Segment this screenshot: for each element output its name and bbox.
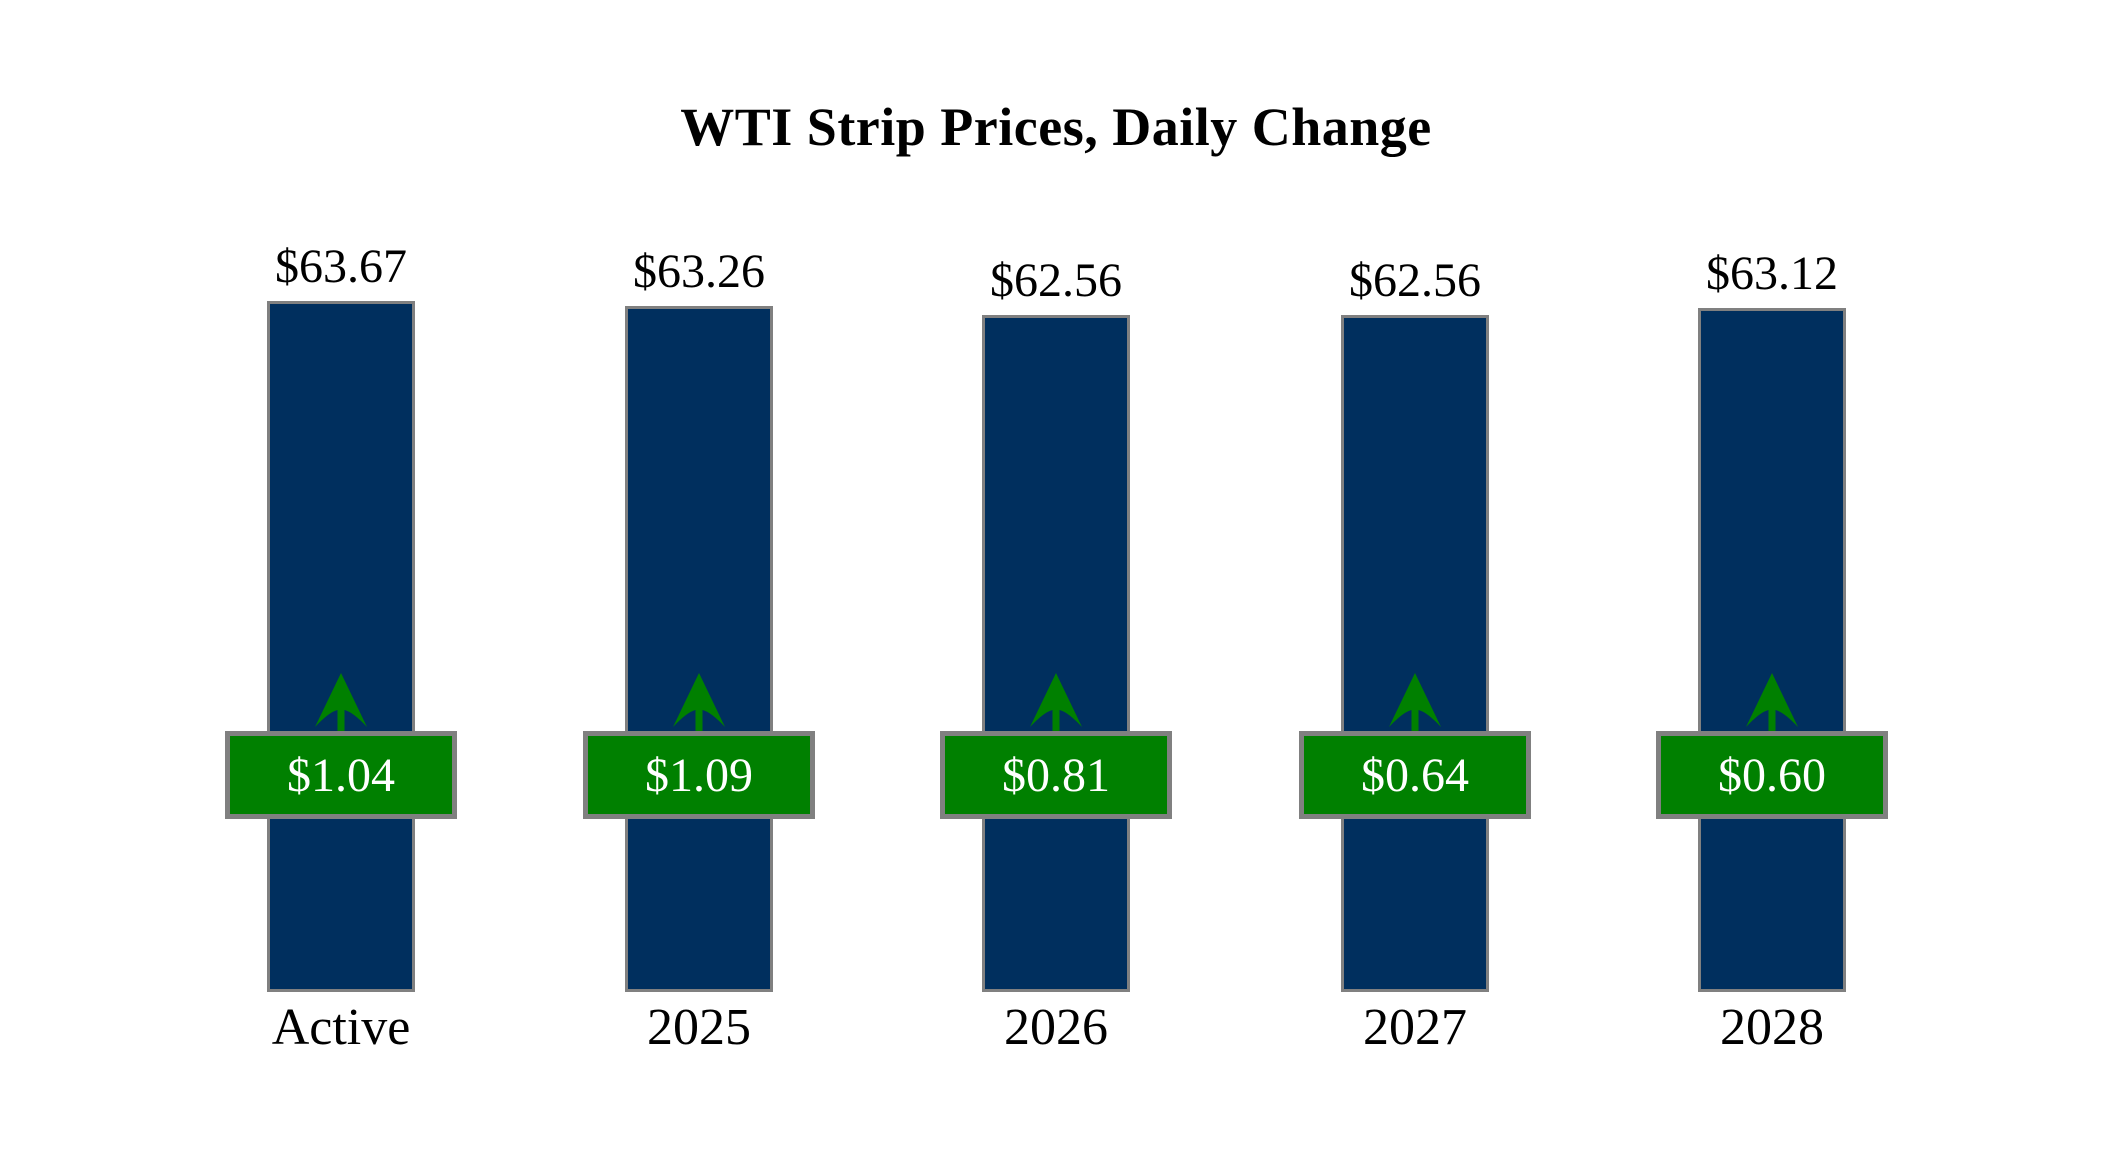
up-arrow-icon bbox=[1746, 673, 1798, 732]
category-label: 2028 bbox=[1720, 999, 1824, 1056]
price-label: $63.26 bbox=[633, 245, 765, 299]
up-arrow-icon bbox=[673, 673, 725, 732]
strip-price-bar bbox=[1698, 308, 1846, 992]
daily-change-badge: $1.09 bbox=[583, 731, 815, 819]
up-arrow-icon bbox=[1030, 673, 1082, 732]
strip-price-bar bbox=[1341, 315, 1489, 992]
category-label: Active bbox=[271, 999, 411, 1056]
daily-change-badge: $1.04 bbox=[225, 731, 457, 819]
bar-group-2026: $62.56 $0.81 2026 bbox=[877, 0, 1235, 1152]
bar-group-2025: $63.26 $1.09 2025 bbox=[520, 0, 878, 1152]
strip-price-bar bbox=[982, 315, 1130, 992]
change-label: $0.81 bbox=[1002, 748, 1110, 802]
price-label: $63.67 bbox=[275, 240, 407, 294]
bar-group-2028: $63.12 $0.60 2028 bbox=[1593, 0, 1951, 1152]
chart-title: WTI Strip Prices, Daily Change bbox=[680, 97, 1432, 157]
bar-group-active: $63.67 $1.04 Active bbox=[162, 0, 520, 1152]
category-label: 2026 bbox=[1004, 999, 1108, 1056]
category-label: 2027 bbox=[1363, 999, 1467, 1056]
daily-change-badge: $0.64 bbox=[1299, 731, 1531, 819]
change-label: $0.64 bbox=[1361, 748, 1469, 802]
change-label: $0.60 bbox=[1718, 748, 1826, 802]
up-arrow-icon bbox=[1389, 673, 1441, 732]
daily-change-badge: $0.81 bbox=[940, 731, 1172, 819]
strip-price-bar bbox=[267, 301, 415, 992]
bar-group-2027: $62.56 $0.64 2027 bbox=[1236, 0, 1594, 1152]
change-label: $1.09 bbox=[645, 748, 753, 802]
price-label: $63.12 bbox=[1706, 247, 1838, 301]
category-label: 2025 bbox=[647, 999, 751, 1056]
strip-price-bar bbox=[625, 306, 773, 992]
price-label: $62.56 bbox=[1349, 254, 1481, 308]
price-label: $62.56 bbox=[990, 254, 1122, 308]
change-label: $1.04 bbox=[287, 748, 395, 802]
up-arrow-icon bbox=[315, 673, 367, 732]
daily-change-badge: $0.60 bbox=[1656, 731, 1888, 819]
